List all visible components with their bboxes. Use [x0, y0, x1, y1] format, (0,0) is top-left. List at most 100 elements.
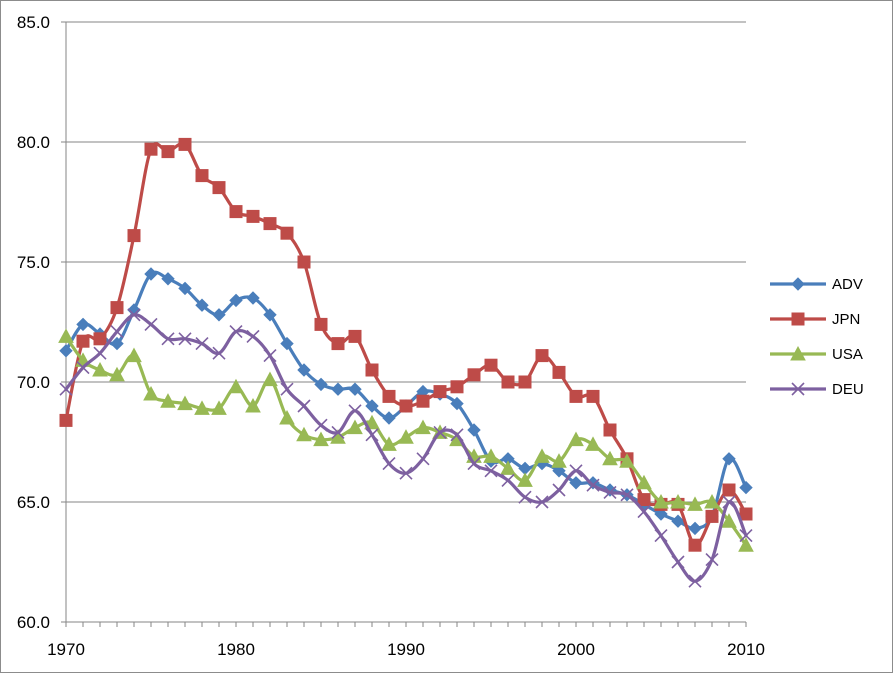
data-point-jpn: [399, 399, 413, 413]
data-point-adv: [450, 396, 464, 411]
data-point-deu: [671, 555, 685, 569]
data-point-usa: [398, 429, 414, 444]
data-point-deu: [535, 495, 549, 509]
data-point-deu: [348, 404, 362, 418]
data-point-deu: [569, 464, 583, 478]
x-marker-stroke: [501, 473, 515, 487]
x-axis-tick-labels: 1970 1980 1990 2000 2010: [47, 640, 765, 659]
data-point-usa: [602, 450, 618, 466]
data-point-adv: [280, 336, 294, 351]
data-point-deu: [178, 332, 192, 346]
data-point-usa: [245, 397, 261, 413]
data-point-usa: [687, 496, 703, 511]
data-point-deu: [603, 485, 617, 499]
data-point-deu: [297, 399, 311, 413]
data-point-deu: [246, 329, 260, 343]
data-point-deu: [127, 308, 141, 322]
data-point-usa: [109, 366, 125, 382]
x-marker-stroke: [671, 555, 685, 569]
series-line-deu: [64, 313, 748, 583]
data-point-usa: [568, 431, 584, 447]
data-point-deu: [705, 553, 719, 567]
data-point-deu: [195, 337, 209, 351]
data-point-usa: [619, 453, 635, 468]
data-point-adv: [365, 399, 379, 413]
data-point-jpn: [535, 349, 549, 363]
data-point-adv: [331, 382, 345, 396]
data-point-deu: [637, 505, 651, 519]
data-point-jpn: [637, 493, 651, 507]
data-point-jpn: [705, 509, 719, 523]
data-point-adv: [297, 363, 311, 377]
legend-entry-jpn: JPN: [770, 311, 860, 328]
data-point-adv: [212, 308, 226, 322]
x-marker-stroke: [365, 428, 379, 442]
data-point-deu: [280, 382, 294, 396]
x-marker-stroke: [705, 553, 719, 567]
data-point-usa: [500, 460, 516, 475]
data-point-deu: [382, 457, 396, 471]
x-marker-stroke: [484, 464, 498, 478]
data-point-usa: [517, 472, 533, 487]
data-point-jpn: [212, 181, 226, 195]
data-point-jpn: [450, 380, 464, 394]
data-point-usa: [211, 400, 227, 415]
data-point-adv: [722, 452, 736, 466]
data-point-usa: [194, 400, 210, 415]
data-point-jpn: [263, 217, 277, 231]
data-point-adv: [178, 281, 192, 296]
data-point-usa: [738, 537, 754, 552]
x-marker-stroke: [161, 332, 175, 346]
x-marker-stroke: [59, 382, 73, 396]
data-point-deu: [144, 317, 158, 331]
data-point-adv: [246, 291, 260, 305]
y-tick-label: 75.0: [17, 253, 50, 272]
gridlines: [66, 21, 746, 503]
legend-swatch-marker-deu: [791, 382, 805, 396]
x-marker-stroke: [569, 464, 583, 478]
data-point-deu: [586, 478, 600, 492]
data-point-adv: [161, 272, 175, 286]
data-point-usa: [126, 347, 142, 363]
y-tick-label: 80.0: [17, 133, 50, 152]
data-point-deu: [229, 325, 243, 339]
x-marker-stroke: [518, 490, 532, 504]
y-tick-label: 65.0: [17, 493, 50, 512]
data-point-usa: [279, 409, 295, 425]
data-point-adv: [382, 411, 396, 425]
data-point-deu: [739, 529, 753, 543]
x-marker-stroke: [178, 332, 192, 346]
series-layer: [58, 137, 754, 588]
x-marker-stroke: [722, 495, 736, 509]
data-point-adv: [739, 480, 753, 495]
data-point-deu: [59, 382, 73, 396]
data-point-deu: [110, 325, 124, 339]
series-deu: [59, 308, 753, 588]
data-point-jpn: [518, 375, 532, 389]
legend-swatch-marker-adv: [791, 277, 805, 291]
data-point-jpn: [76, 334, 90, 348]
x-marker-stroke: [586, 478, 600, 492]
x-marker-stroke: [535, 495, 549, 509]
data-point-adv: [229, 293, 243, 308]
data-point-usa: [653, 493, 669, 509]
x-marker-stroke: [433, 425, 447, 439]
legend-label-adv: ADV: [832, 276, 863, 293]
data-point-deu: [722, 495, 736, 509]
data-point-usa: [160, 393, 176, 408]
data-point-jpn: [110, 301, 124, 315]
data-point-jpn: [569, 389, 583, 403]
x-marker-stroke: [263, 349, 277, 363]
legend: ADV JPN USA DEU: [770, 276, 864, 398]
data-point-deu: [620, 488, 634, 502]
x-marker-stroke: [93, 346, 107, 360]
x-marker-stroke: [603, 485, 617, 499]
data-point-adv: [195, 298, 209, 312]
data-point-deu: [416, 452, 430, 466]
data-point-jpn: [739, 507, 753, 521]
data-point-deu: [501, 473, 515, 487]
data-point-jpn: [229, 205, 243, 219]
data-point-adv: [314, 377, 328, 392]
data-point-usa: [670, 493, 686, 509]
